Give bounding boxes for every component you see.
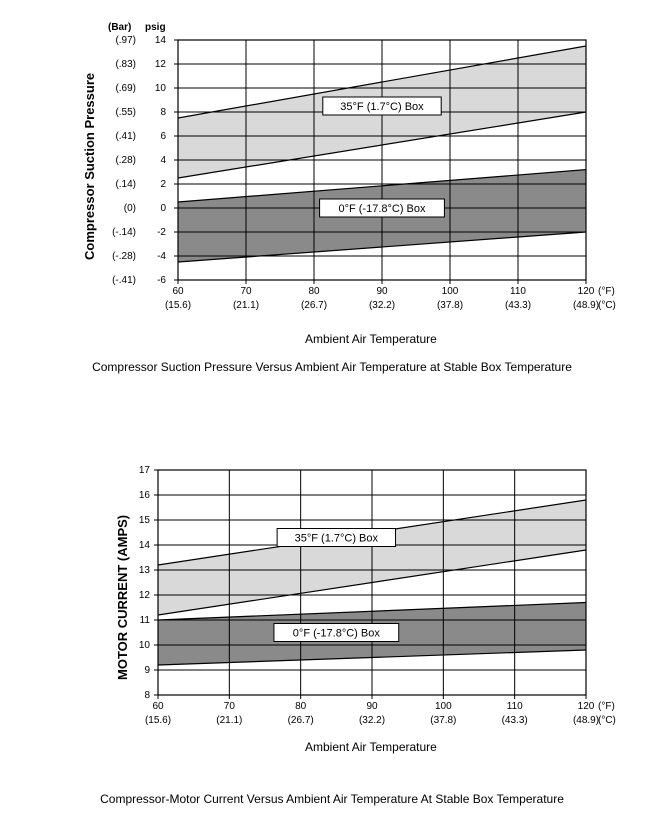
svg-text:60: 60 — [152, 701, 164, 712]
svg-text:(37.8): (37.8) — [430, 715, 456, 726]
svg-text:(15.6): (15.6) — [145, 715, 171, 726]
svg-text:(°C): (°C) — [598, 715, 616, 726]
page: (Bar) psig Compressor Suction Pressure 3… — [0, 0, 664, 835]
chart2-caption: Compressor-Motor Current Versus Ambient … — [0, 792, 664, 806]
svg-text:0°F (-17.8°C) Box: 0°F (-17.8°C) Box — [293, 628, 381, 640]
svg-text:9: 9 — [144, 665, 150, 676]
svg-text:(°F): (°F) — [598, 701, 615, 712]
svg-text:12: 12 — [139, 590, 151, 601]
svg-text:(43.3): (43.3) — [502, 715, 528, 726]
svg-text:11: 11 — [140, 615, 151, 626]
svg-text:17: 17 — [139, 465, 151, 476]
svg-text:13: 13 — [139, 565, 151, 576]
svg-text:120: 120 — [578, 701, 595, 712]
svg-text:35°F (1.7°C) Box: 35°F (1.7°C) Box — [295, 533, 379, 545]
svg-text:80: 80 — [295, 701, 307, 712]
svg-text:(32.2): (32.2) — [359, 715, 385, 726]
svg-text:(21.1): (21.1) — [216, 715, 242, 726]
svg-text:100: 100 — [435, 701, 452, 712]
svg-text:10: 10 — [139, 640, 151, 651]
svg-text:90: 90 — [366, 701, 378, 712]
svg-text:16: 16 — [139, 490, 151, 501]
svg-text:(26.7): (26.7) — [288, 715, 314, 726]
chart2-svg: 35°F (1.7°C) Box 0°F (-17.8°C) Box 8 9 10 11 1… — [0, 0, 664, 800]
chart2-xlabel: Ambient Air Temperature — [305, 740, 437, 754]
svg-text:8: 8 — [144, 690, 150, 701]
svg-text:15: 15 — [139, 515, 151, 526]
svg-text:110: 110 — [507, 701, 523, 712]
svg-text:70: 70 — [224, 701, 236, 712]
svg-text:14: 14 — [139, 540, 151, 551]
svg-text:(48.9): (48.9) — [573, 715, 599, 726]
